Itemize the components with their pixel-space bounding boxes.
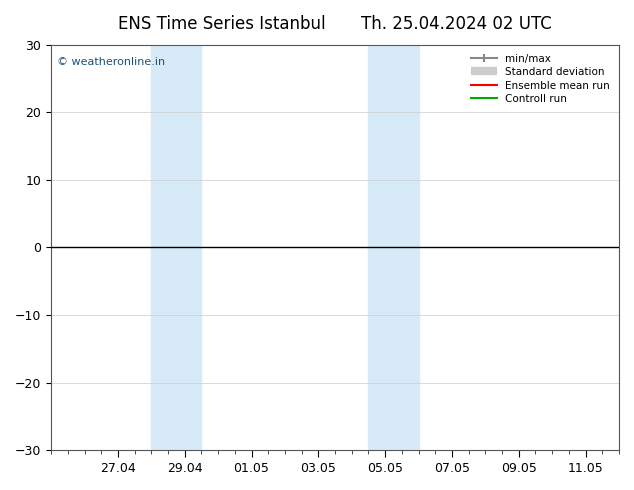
Legend: min/max, Standard deviation, Ensemble mean run, Controll run: min/max, Standard deviation, Ensemble me… xyxy=(467,49,614,108)
Text: © weatheronline.in: © weatheronline.in xyxy=(57,57,165,67)
Bar xyxy=(368,45,418,450)
Text: Th. 25.04.2024 02 UTC: Th. 25.04.2024 02 UTC xyxy=(361,15,552,33)
Text: ENS Time Series Istanbul: ENS Time Series Istanbul xyxy=(118,15,326,33)
Bar xyxy=(152,45,202,450)
